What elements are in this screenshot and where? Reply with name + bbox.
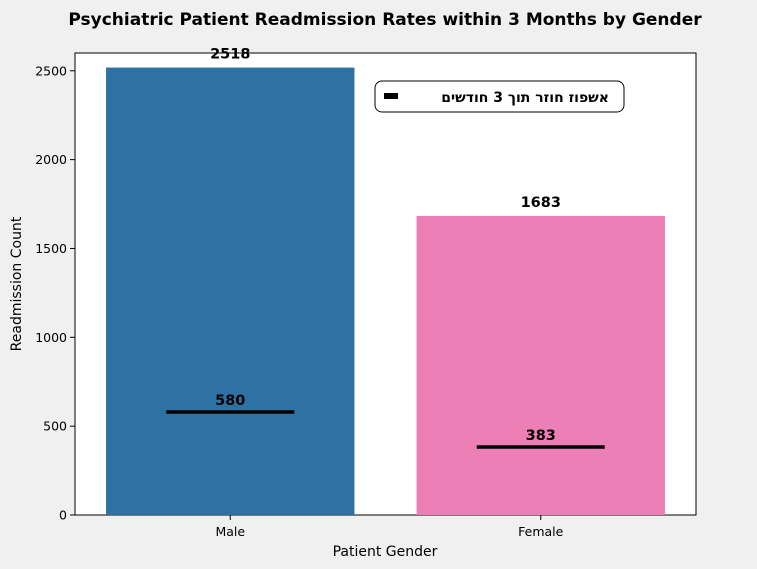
y-tick-label: 500 — [43, 419, 67, 434]
y-axis-label: Readmission Count — [9, 216, 25, 351]
bar-value-label: 2518 — [210, 47, 250, 63]
x-tick-label: Male — [215, 524, 245, 539]
y-axis: 0 500 1000 1500 2000 2500 — [35, 63, 75, 523]
y-tick-label: 1000 — [35, 330, 67, 345]
legend: אשפוז חוזר תוך 3 חודשים — [374, 80, 625, 113]
y-tick-label: 2000 — [35, 152, 67, 167]
y-tick-label: 2500 — [35, 63, 67, 78]
marker-value-label: 580 — [215, 393, 245, 409]
bar-value-label: 1683 — [521, 195, 561, 211]
marker-value-label: 383 — [526, 428, 556, 444]
x-axis-label: Patient Gender — [333, 544, 438, 560]
x-tick-label: Female — [518, 524, 564, 539]
y-tick-label: 0 — [59, 508, 67, 523]
chart-title: Psychiatric Patient Readmission Rates wi… — [68, 10, 702, 30]
y-tick-label: 1500 — [35, 241, 67, 256]
legend-box — [374, 80, 625, 113]
x-axis: Male Female — [215, 515, 564, 539]
bar-female — [416, 215, 665, 515]
bar-male — [106, 67, 355, 515]
legend-entry: אשפוז חוזר תוך 3 חודשים — [441, 90, 609, 106]
marker-lines: 580 383 — [166, 393, 605, 449]
bars: 2518 1683 — [106, 47, 665, 515]
legend-swatch — [384, 93, 398, 99]
